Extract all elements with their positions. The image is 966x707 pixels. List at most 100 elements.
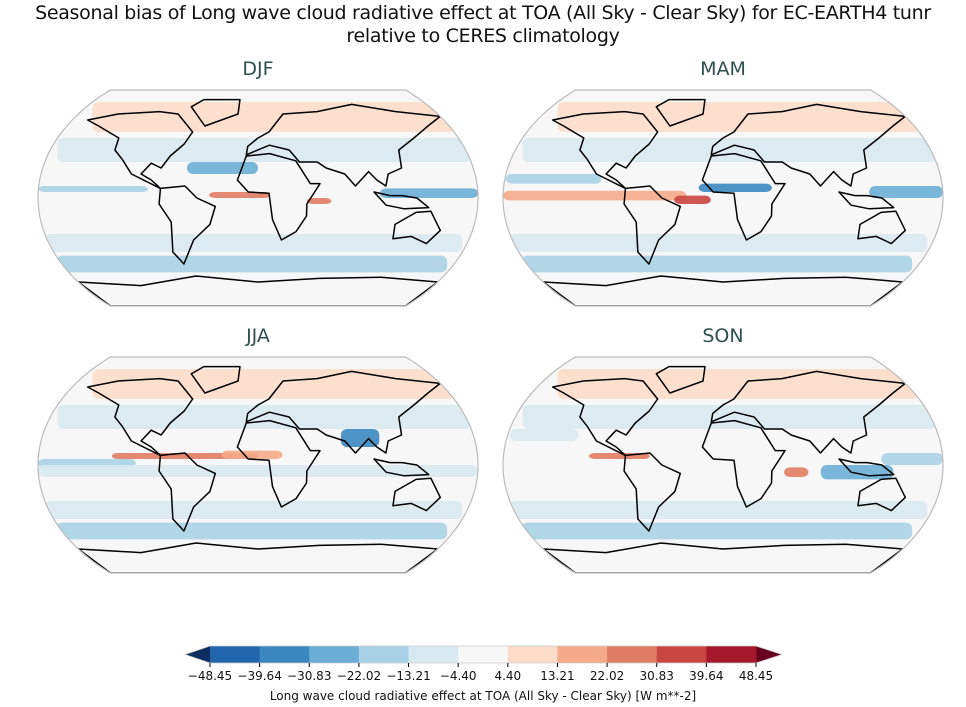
panel-title-djf: DJF: [242, 58, 274, 80]
map-boundary: [502, 89, 944, 307]
bias-contour: [55, 255, 448, 273]
colorbar-tick-label: −13.21: [386, 669, 430, 683]
coastline-eurasia: [710, 103, 906, 187]
coastline-namerica: [86, 377, 194, 457]
coastline-samerica: [158, 452, 217, 532]
colorbar-extend-high: [756, 646, 782, 663]
colorbar-tick-label: −4.40: [440, 669, 477, 683]
map-boundary: [502, 356, 944, 574]
coastline-australia: [857, 210, 907, 245]
coastline-namerica: [551, 110, 659, 190]
colorbar: −48.45 −39.64 −30.83 −22.02 −13.21 −4.40 4.40 1…: [183, 645, 784, 683]
bias-contour: [881, 453, 943, 465]
colorbar-tick-label: −48.45: [188, 669, 232, 683]
colorbar-segment: [458, 646, 509, 663]
bias-contour: [869, 186, 943, 198]
bias-contour: [674, 195, 711, 204]
colorbar-tick-label: 13.21: [540, 669, 574, 683]
colorbar-segment: [557, 646, 608, 663]
coastline-samerica: [623, 185, 682, 265]
bias-contour: [38, 186, 149, 192]
bias-contour: [92, 102, 455, 132]
coastline-australia: [857, 477, 907, 512]
bias-contour: [186, 162, 258, 174]
colorbar-tick-label: −39.64: [237, 669, 281, 683]
coastline-indonesia: [838, 458, 895, 477]
bias-contour: [92, 369, 455, 399]
coastline-indonesia: [373, 191, 430, 210]
colorbar-tick-label: 22.02: [590, 669, 624, 683]
coastline-eurasia: [245, 103, 441, 187]
bias-contour: [55, 522, 448, 540]
bias-contour: [557, 369, 920, 399]
colorbar-segment: [259, 646, 310, 663]
bias-contour: [340, 429, 380, 447]
colorbar-tick-label: 39.64: [689, 669, 723, 683]
bias-contour: [698, 183, 772, 192]
coastline-africa: [701, 419, 786, 508]
colorbar-extend-low: [185, 646, 210, 663]
coastline-greenland: [655, 98, 706, 127]
coastline-namerica: [551, 377, 659, 457]
colorbar-segment: [656, 646, 707, 663]
map-panel-son: [502, 356, 944, 574]
bias-contour: [509, 501, 928, 519]
coastline-africa: [701, 152, 786, 241]
coastline-africa: [236, 419, 321, 508]
bias-contour: [509, 429, 579, 441]
map-panel-jja: [37, 356, 479, 574]
coastline-antarctica: [77, 542, 439, 573]
colorbar-tick-label: −22.02: [337, 669, 381, 683]
bias-contour: [503, 190, 687, 201]
colorbar-segment: [358, 646, 410, 663]
bias-contour: [44, 501, 463, 519]
bias-contour: [820, 465, 894, 480]
coastline-greenland: [655, 365, 706, 394]
coastline-samerica: [158, 185, 217, 265]
bias-contour: [379, 188, 478, 198]
coastline-antarctica: [542, 275, 904, 306]
coastline-greenland: [190, 365, 241, 394]
bias-contour: [520, 522, 913, 540]
bias-contour: [38, 465, 478, 477]
coastline-indonesia: [373, 458, 430, 477]
map-boundary: [37, 356, 479, 574]
coastline-africa: [236, 152, 321, 241]
panel-title-jja: JJA: [246, 325, 270, 347]
map-panel-djf: [37, 89, 479, 307]
bias-contour: [221, 450, 283, 459]
bias-contour: [57, 405, 472, 429]
colorbar-segment: [507, 646, 558, 663]
colorbar-tick-label: 48.45: [739, 669, 773, 683]
panel-title-son: SON: [702, 325, 744, 347]
coastline-eurasia: [710, 370, 906, 454]
figure-title-line1: Seasonal bias of Long wave cloud radiati…: [35, 2, 931, 24]
coastline-australia: [392, 477, 442, 512]
panel-title-mam: MAM: [700, 58, 746, 80]
colorbar-tick-label: 30.83: [640, 669, 674, 683]
colorbar-segment: [706, 646, 757, 663]
bias-contour: [509, 234, 928, 252]
coastline-antarctica: [542, 542, 904, 573]
coastline-eurasia: [245, 370, 441, 454]
bias-contour: [506, 174, 602, 184]
colorbar-segment: [607, 646, 658, 663]
colorbar-label: Long wave cloud radiative effect at TOA …: [269, 689, 697, 703]
figure-title-line2: relative to CERES climatology: [346, 25, 620, 47]
bias-contour: [209, 192, 271, 198]
bias-contour: [44, 234, 463, 252]
bias-contour: [522, 138, 937, 162]
bias-contour: [306, 198, 332, 204]
bias-contour: [522, 405, 937, 429]
bias-contour: [57, 138, 472, 162]
map-panel-mam: [502, 89, 944, 307]
coastline-indonesia: [838, 191, 895, 210]
colorbar-segment: [210, 646, 261, 663]
coastline-antarctica: [77, 275, 439, 306]
coastline-namerica: [86, 110, 194, 190]
coastline-australia: [392, 210, 442, 245]
colorbar-segment: [408, 646, 459, 663]
bias-contour: [784, 467, 809, 477]
colorbar-segment: [309, 646, 360, 663]
